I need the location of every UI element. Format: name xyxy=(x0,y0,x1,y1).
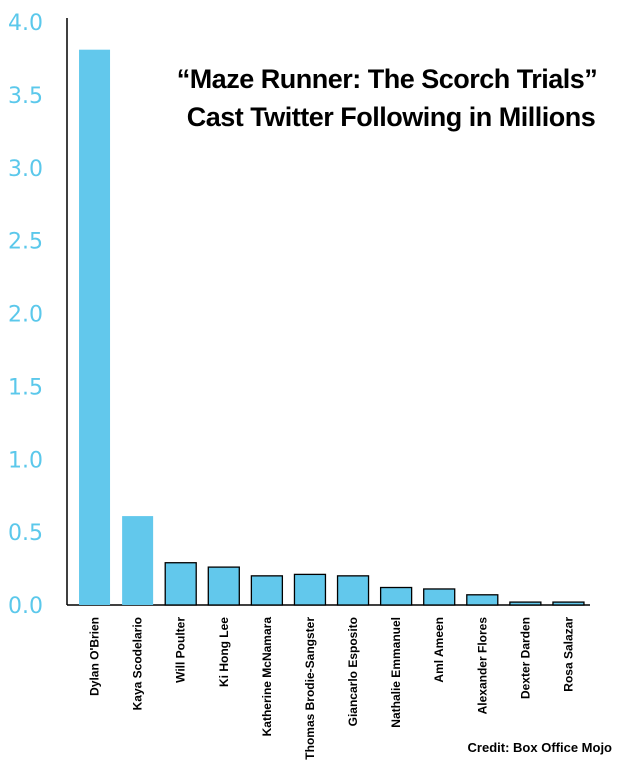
x-tick-label: Thomas Brodie-Sangster xyxy=(303,617,317,760)
bar xyxy=(207,566,240,606)
bar xyxy=(552,601,585,606)
bar xyxy=(423,588,456,606)
y-tick-label: 0.0 xyxy=(8,594,43,619)
y-tick-label: 1.0 xyxy=(8,448,43,473)
x-tick-label: Giancarlo Esposito xyxy=(346,617,360,726)
y-axis-ticks: 0.0 0.5 1.0 1.5 2.0 2.5 3.0 3.5 4.0 xyxy=(8,11,43,619)
x-tick-label: Will Poulter xyxy=(174,617,188,683)
bar xyxy=(379,586,413,606)
chart-title-line-1: “Maze Runner: The Scorch Trials” xyxy=(177,64,598,94)
bar xyxy=(466,594,499,606)
x-tick-label: Aml Ameen xyxy=(432,617,446,683)
y-tick-label: 1.5 xyxy=(8,375,43,400)
x-tick-label: Kaya Scodelario xyxy=(131,617,145,710)
bars xyxy=(79,49,585,606)
bar xyxy=(79,49,111,605)
x-tick-label: Alexander Flores xyxy=(475,617,489,715)
y-tick-label: 2.5 xyxy=(8,230,43,255)
credit-text: Credit: Box Office Mojo xyxy=(468,740,613,755)
chart-title-line-2: Cast Twitter Following in Millions xyxy=(187,102,596,132)
x-tick-label: Katherine McNamara xyxy=(260,617,274,737)
y-tick-label: 3.0 xyxy=(8,157,43,182)
bar xyxy=(250,575,284,606)
x-tick-label: Ki Hong Lee xyxy=(217,617,231,687)
bar xyxy=(293,573,327,606)
x-tick-label: Dylan O'Brien xyxy=(88,617,102,696)
y-tick-label: 2.0 xyxy=(8,303,43,328)
bar xyxy=(164,562,197,606)
y-tick-label: 0.5 xyxy=(8,521,43,546)
x-tick-label: Nathalie Emmanuel xyxy=(389,617,403,728)
bar xyxy=(509,601,542,606)
y-tick-label: 3.5 xyxy=(8,84,43,109)
bar xyxy=(122,516,154,605)
x-tick-label: Dexter Darden xyxy=(518,617,532,699)
bar xyxy=(336,575,370,606)
x-axis-labels: Dylan O'Brien Kaya Scodelario Will Poulter… xyxy=(88,617,576,760)
x-tick-label: Rosa Salazar xyxy=(561,617,575,692)
y-tick-label: 4.0 xyxy=(8,11,43,36)
